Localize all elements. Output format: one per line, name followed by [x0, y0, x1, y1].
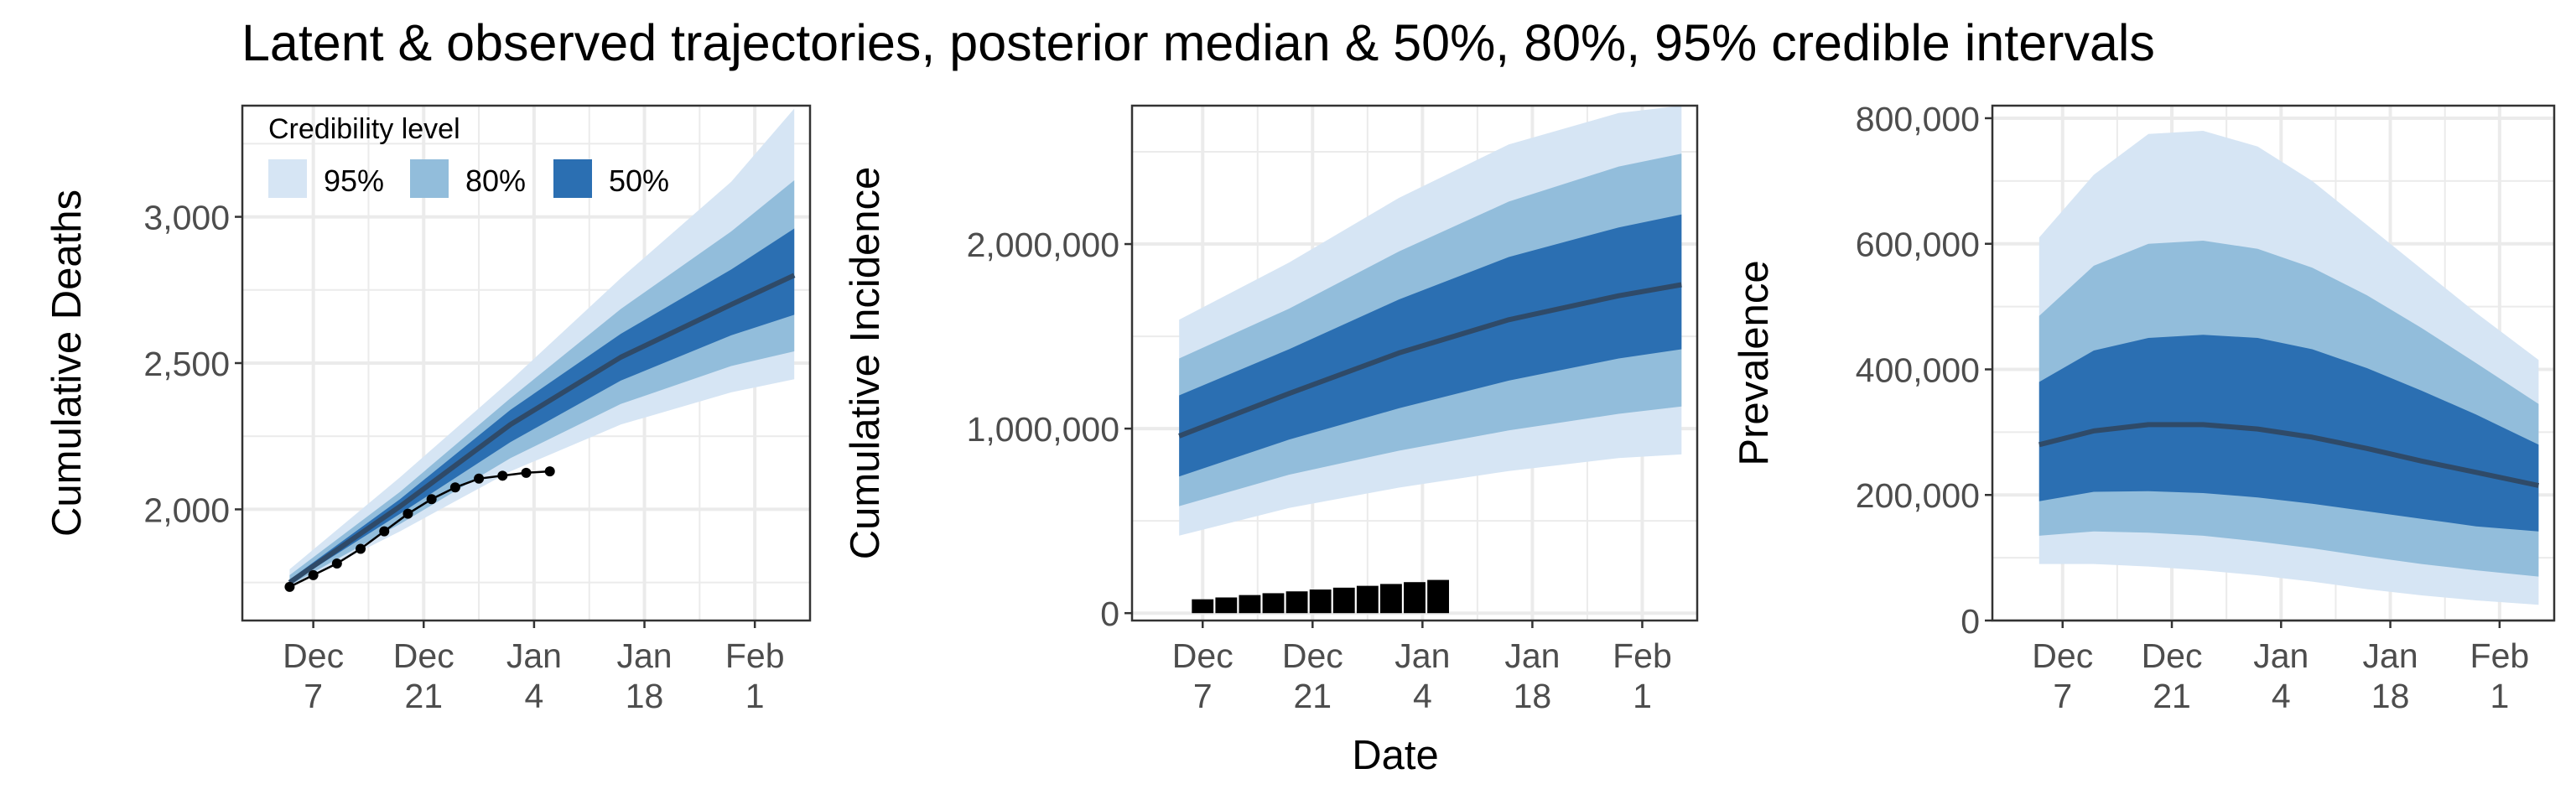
- observed-point: [402, 508, 413, 519]
- x-tick-label: Dec: [1282, 636, 1343, 675]
- panel-border: [1130, 104, 1699, 622]
- legend-label: 95%: [324, 164, 384, 198]
- median-line: [1178, 282, 1682, 439]
- x-tick-label: Jan: [616, 636, 672, 675]
- observed-bar: [1404, 582, 1426, 614]
- observed-bar: [1309, 589, 1332, 614]
- x-tick-label: Jan: [506, 636, 562, 675]
- y-axis-label: Cumulative Deaths: [44, 190, 90, 537]
- observed-bar: [1192, 599, 1214, 614]
- y-tick-label: 3,000: [143, 199, 230, 237]
- x-tick-label: Dec: [1172, 636, 1233, 675]
- x-tick-label: Jan: [2253, 636, 2309, 675]
- x-tick-label: Feb: [2470, 636, 2530, 675]
- y-tick-label: 0: [1100, 595, 1119, 633]
- x-tick-label: Feb: [1613, 636, 1672, 675]
- x-tick-label: 4: [2272, 677, 2291, 715]
- x-tick-label: 7: [304, 677, 323, 715]
- x-tick-label: Jan: [1394, 636, 1450, 675]
- y-tick-label: 0: [1961, 602, 1980, 641]
- band-80: [289, 180, 795, 586]
- x-tick-label: 18: [626, 677, 664, 715]
- y-tick-label: 2,000: [143, 491, 230, 529]
- x-tick-label: 21: [2153, 677, 2191, 715]
- observed-bar: [1262, 593, 1285, 614]
- observed-point: [497, 470, 508, 481]
- legend-key-95: [268, 159, 307, 198]
- observed-point: [449, 482, 460, 493]
- observed-point: [521, 467, 532, 478]
- legend-label: 80%: [465, 164, 526, 198]
- x-tick-label: Feb: [725, 636, 785, 675]
- x-tick-label: Dec: [393, 636, 454, 675]
- observed-point: [356, 543, 366, 554]
- y-axis-label: Cumulative Incidence: [843, 167, 888, 559]
- y-tick-label: 800,000: [1856, 100, 1980, 138]
- legend-key-50: [553, 159, 592, 198]
- observed-point: [331, 558, 342, 569]
- x-tick-label: 1: [1633, 677, 1652, 715]
- x-tick-label: 18: [2371, 677, 2410, 715]
- observed-point: [544, 466, 555, 477]
- observed-point: [284, 581, 295, 592]
- y-tick-label: 600,000: [1856, 226, 1980, 264]
- x-tick-label: Dec: [283, 636, 344, 675]
- x-tick-label: 21: [404, 677, 443, 715]
- y-tick-label: 1,000,000: [967, 410, 1119, 449]
- panel-border: [1991, 104, 2556, 622]
- x-tick-label: 18: [1514, 677, 1552, 715]
- x-tick-label: Jan: [2363, 636, 2418, 675]
- panel-2: 01,000,0002,000,000Dec7Dec21Jan4Jan18Feb…: [843, 104, 1699, 715]
- median-line: [2038, 422, 2540, 488]
- legend-key-80: [410, 159, 449, 198]
- observed-bar: [1215, 597, 1238, 614]
- x-tick-label: 4: [1413, 677, 1432, 715]
- y-tick-label: 2,000,000: [967, 226, 1119, 264]
- x-tick-label: 4: [524, 677, 543, 715]
- observed-bar: [1356, 585, 1379, 614]
- x-tick-label: Dec: [2142, 636, 2203, 675]
- observed-point: [426, 494, 437, 505]
- legend: Credibility level 95% 80% 50%: [268, 113, 669, 198]
- observed-bar: [1332, 587, 1355, 614]
- x-tick-label: Dec: [2032, 636, 2093, 675]
- x-tick-label: Jan: [1504, 636, 1560, 675]
- x-tick-label: 7: [2053, 677, 2072, 715]
- x-tick-label: 21: [1294, 677, 1332, 715]
- panel-3: 0200,000400,000600,000800,000Dec7Dec21Ja…: [1732, 100, 2556, 715]
- panel-1: 2,0002,5003,000Dec7Dec21Jan4Jan18Feb1Cum…: [44, 104, 812, 715]
- median-line: [288, 273, 796, 585]
- shared-x-axis-label: Date: [1352, 733, 1439, 778]
- observed-bar: [1427, 579, 1450, 614]
- legend-label: 50%: [609, 164, 669, 198]
- y-tick-label: 2,500: [143, 345, 230, 383]
- figure-title: Latent & observed trajectories, posterio…: [242, 14, 2155, 71]
- observed-point: [474, 473, 485, 484]
- y-axis-label: Prevalence: [1732, 260, 1777, 465]
- observed-point: [379, 526, 390, 537]
- observed-bar: [1285, 591, 1308, 614]
- x-tick-label: 1: [2490, 677, 2509, 715]
- y-tick-label: 200,000: [1856, 476, 1980, 515]
- observed-bar: [1239, 595, 1261, 614]
- observed-bar: [1379, 584, 1402, 614]
- band-95: [289, 108, 795, 587]
- legend-title: Credibility level: [268, 113, 460, 145]
- y-tick-label: 400,000: [1856, 351, 1980, 389]
- panels: 2,0002,5003,000Dec7Dec21Jan4Jan18Feb1Cum…: [44, 100, 2556, 715]
- x-tick-label: 1: [745, 677, 765, 715]
- x-tick-label: 7: [1193, 677, 1213, 715]
- observed-point: [308, 569, 319, 580]
